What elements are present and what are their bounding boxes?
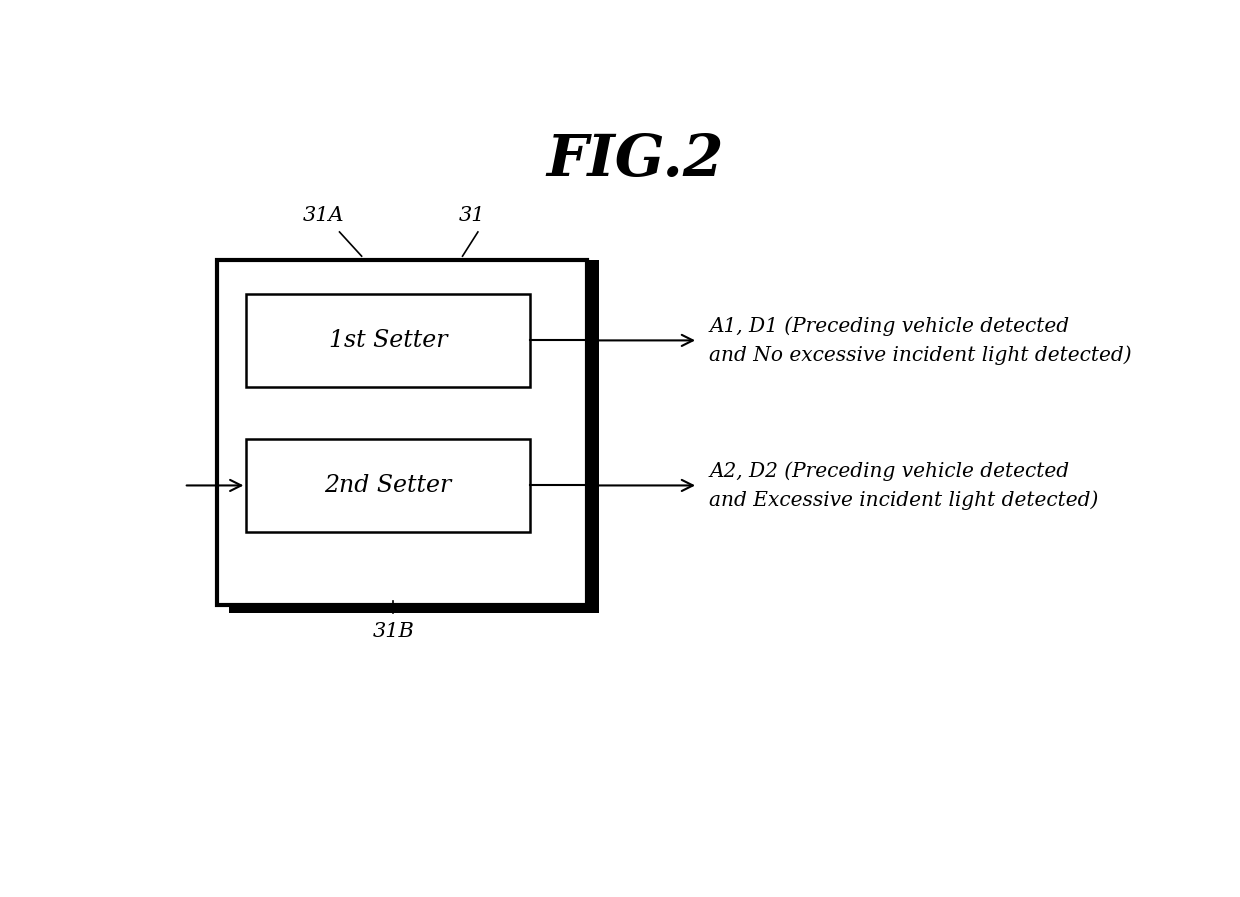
Bar — [229, 605, 599, 614]
Bar — [588, 259, 599, 614]
Text: 2nd Setter: 2nd Setter — [325, 475, 451, 497]
Bar — [217, 259, 588, 605]
Bar — [247, 440, 529, 533]
Text: 31A: 31A — [303, 206, 343, 225]
Text: 1st Setter: 1st Setter — [329, 329, 448, 353]
Text: 31: 31 — [459, 206, 485, 225]
Bar — [247, 294, 529, 388]
Text: A1, D1 (Preceding vehicle detected
and No excessive incident light detected): A1, D1 (Preceding vehicle detected and N… — [709, 316, 1132, 365]
Text: A2, D2 (Preceding vehicle detected
and Excessive incident light detected): A2, D2 (Preceding vehicle detected and E… — [709, 461, 1099, 509]
Text: 31B: 31B — [372, 623, 414, 641]
Text: FIG.2: FIG.2 — [547, 132, 724, 188]
